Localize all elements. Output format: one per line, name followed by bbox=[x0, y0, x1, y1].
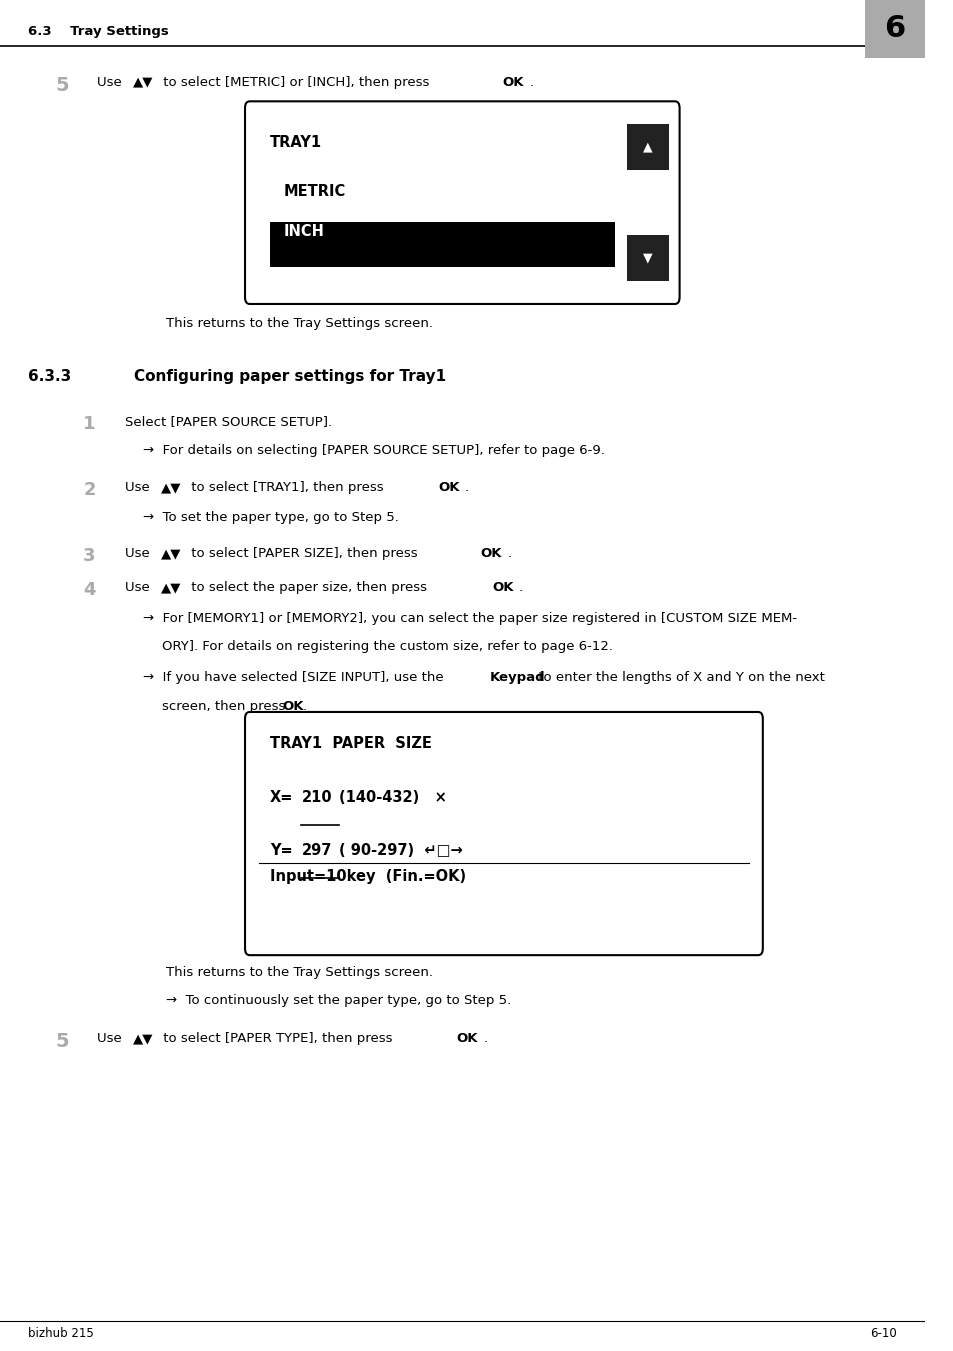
Text: to select [PAPER SIZE], then press: to select [PAPER SIZE], then press bbox=[187, 547, 421, 561]
Text: This returns to the Tray Settings screen.: This returns to the Tray Settings screen… bbox=[166, 966, 433, 979]
Bar bbox=[270, 222, 615, 267]
Text: ▲▼: ▲▼ bbox=[161, 481, 181, 494]
Text: Input=10key  (Fin.=OK): Input=10key (Fin.=OK) bbox=[270, 869, 466, 884]
Text: bizhub 215: bizhub 215 bbox=[28, 1327, 93, 1340]
Text: to enter the lengths of X and Y on the next: to enter the lengths of X and Y on the n… bbox=[534, 671, 824, 685]
Text: Use: Use bbox=[97, 76, 126, 89]
Text: INCH: INCH bbox=[284, 224, 324, 239]
Text: 6: 6 bbox=[883, 14, 904, 43]
Text: 4: 4 bbox=[83, 581, 95, 598]
Text: ORY]. For details on registering the custom size, refer to page 6-12.: ORY]. For details on registering the cus… bbox=[162, 640, 612, 654]
Text: .: . bbox=[518, 581, 522, 594]
Text: to select [TRAY1], then press: to select [TRAY1], then press bbox=[187, 481, 387, 494]
Text: Keypad: Keypad bbox=[490, 671, 545, 685]
Text: 6.3    Tray Settings: 6.3 Tray Settings bbox=[28, 24, 169, 38]
Text: .: . bbox=[529, 76, 533, 89]
Text: →  For [MEMORY1] or [MEMORY2], you can select the paper size registered in [CUST: → For [MEMORY1] or [MEMORY2], you can se… bbox=[143, 612, 797, 626]
FancyBboxPatch shape bbox=[245, 712, 762, 955]
Text: 5: 5 bbox=[55, 1032, 69, 1051]
Text: →  To continuously set the paper type, go to Step 5.: → To continuously set the paper type, go… bbox=[166, 994, 511, 1008]
Text: screen, then press: screen, then press bbox=[162, 700, 289, 713]
Text: 1: 1 bbox=[83, 415, 95, 432]
Text: TRAY1: TRAY1 bbox=[270, 135, 322, 150]
Text: to select the paper size, then press: to select the paper size, then press bbox=[187, 581, 431, 594]
Text: to select [PAPER TYPE], then press: to select [PAPER TYPE], then press bbox=[159, 1032, 396, 1046]
Text: ▲▼: ▲▼ bbox=[133, 1032, 153, 1046]
Text: Select [PAPER SOURCE SETUP].: Select [PAPER SOURCE SETUP]. bbox=[125, 415, 332, 428]
Text: Use: Use bbox=[125, 481, 153, 494]
Text: →  For details on selecting [PAPER SOURCE SETUP], refer to page 6-9.: → For details on selecting [PAPER SOURCE… bbox=[143, 444, 604, 458]
Text: OK: OK bbox=[502, 76, 523, 89]
Text: OK: OK bbox=[480, 547, 501, 561]
Text: 6.3.3: 6.3.3 bbox=[28, 369, 71, 384]
Text: .: . bbox=[464, 481, 469, 494]
Text: →  If you have selected [SIZE INPUT], use the: → If you have selected [SIZE INPUT], use… bbox=[143, 671, 448, 685]
Text: Use: Use bbox=[125, 581, 153, 594]
Text: 5: 5 bbox=[55, 76, 69, 95]
Text: OK: OK bbox=[456, 1032, 477, 1046]
Text: .: . bbox=[483, 1032, 487, 1046]
Text: Configuring paper settings for Tray1: Configuring paper settings for Tray1 bbox=[134, 369, 446, 384]
Text: Use: Use bbox=[125, 547, 153, 561]
Text: OK: OK bbox=[492, 581, 513, 594]
Text: OK: OK bbox=[437, 481, 459, 494]
Text: This returns to the Tray Settings screen.: This returns to the Tray Settings screen… bbox=[166, 317, 433, 331]
Bar bbox=[626, 235, 669, 281]
Text: Y=: Y= bbox=[270, 843, 293, 858]
Text: ▼: ▼ bbox=[642, 251, 652, 265]
Text: 6-10: 6-10 bbox=[869, 1327, 896, 1340]
Text: TRAY1  PAPER  SIZE: TRAY1 PAPER SIZE bbox=[270, 736, 432, 751]
Text: OK: OK bbox=[282, 700, 303, 713]
Text: X=: X= bbox=[270, 790, 294, 805]
Text: to select [METRIC] or [INCH], then press: to select [METRIC] or [INCH], then press bbox=[159, 76, 434, 89]
Text: 3: 3 bbox=[83, 547, 95, 565]
FancyBboxPatch shape bbox=[863, 0, 923, 58]
Bar bbox=[626, 124, 669, 170]
Text: METRIC: METRIC bbox=[284, 184, 346, 199]
FancyBboxPatch shape bbox=[245, 101, 679, 304]
Text: 2: 2 bbox=[83, 481, 95, 499]
Text: ▲▼: ▲▼ bbox=[133, 76, 153, 89]
Text: 297: 297 bbox=[301, 843, 332, 858]
Text: Use: Use bbox=[97, 1032, 126, 1046]
Text: 210: 210 bbox=[301, 790, 332, 805]
Text: ( 90-297)  ↵□→: ( 90-297) ↵□→ bbox=[339, 843, 462, 858]
Text: .: . bbox=[302, 700, 306, 713]
Text: (140-432)   ×: (140-432) × bbox=[339, 790, 447, 805]
Text: ▲▼: ▲▼ bbox=[161, 547, 181, 561]
Text: →  To set the paper type, go to Step 5.: → To set the paper type, go to Step 5. bbox=[143, 511, 398, 524]
Text: ▲: ▲ bbox=[642, 141, 652, 154]
Text: .: . bbox=[507, 547, 511, 561]
Text: ▲▼: ▲▼ bbox=[161, 581, 181, 594]
